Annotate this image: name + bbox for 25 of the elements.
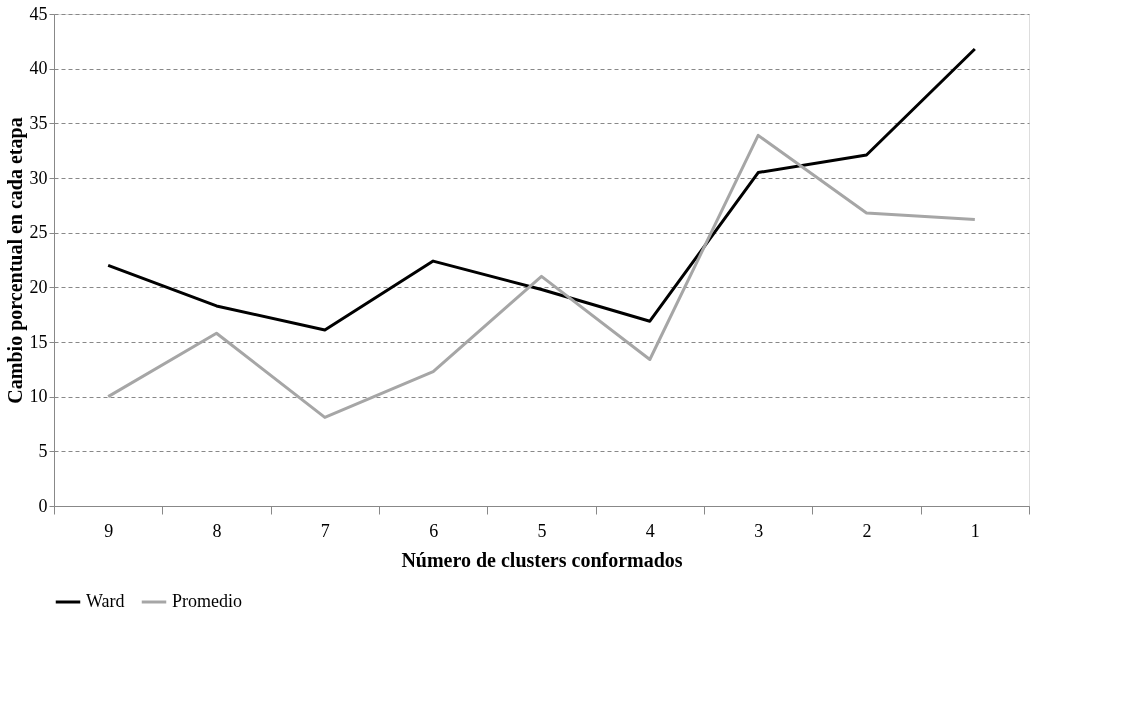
y-tick-label: 20 (29, 276, 48, 297)
y-tick-label: 0 (38, 495, 48, 516)
x-tick-label: 1 (970, 520, 980, 541)
x-tick-label: 3 (754, 520, 764, 541)
line-series (106, 47, 977, 332)
y-tick-label: 15 (29, 331, 48, 352)
x-tick-label: 6 (429, 520, 439, 541)
x-tick-label: 9 (104, 520, 114, 541)
x-tick-label: 7 (320, 520, 330, 541)
y-tick-label: 5 (38, 440, 48, 461)
x-tick-label: 5 (537, 520, 547, 541)
line-series (106, 133, 977, 419)
legend-label: Ward (86, 591, 125, 611)
x-tick-label: 2 (862, 520, 872, 541)
x-axis-title: Número de clusters conformados (401, 548, 683, 571)
legend-label: Promedio (172, 591, 242, 611)
y-tick-label: 45 (29, 3, 48, 24)
y-tick-label: 25 (29, 222, 48, 243)
x-tick-label: 4 (645, 520, 655, 541)
y-tick-label: 35 (29, 112, 48, 133)
y-axis-title: Cambio porcentual en cada etapa (3, 117, 27, 404)
y-tick-label: 10 (29, 386, 48, 407)
y-tick-label: 40 (29, 58, 48, 79)
y-tick-label: 30 (29, 167, 48, 188)
x-tick-label: 8 (212, 520, 222, 541)
